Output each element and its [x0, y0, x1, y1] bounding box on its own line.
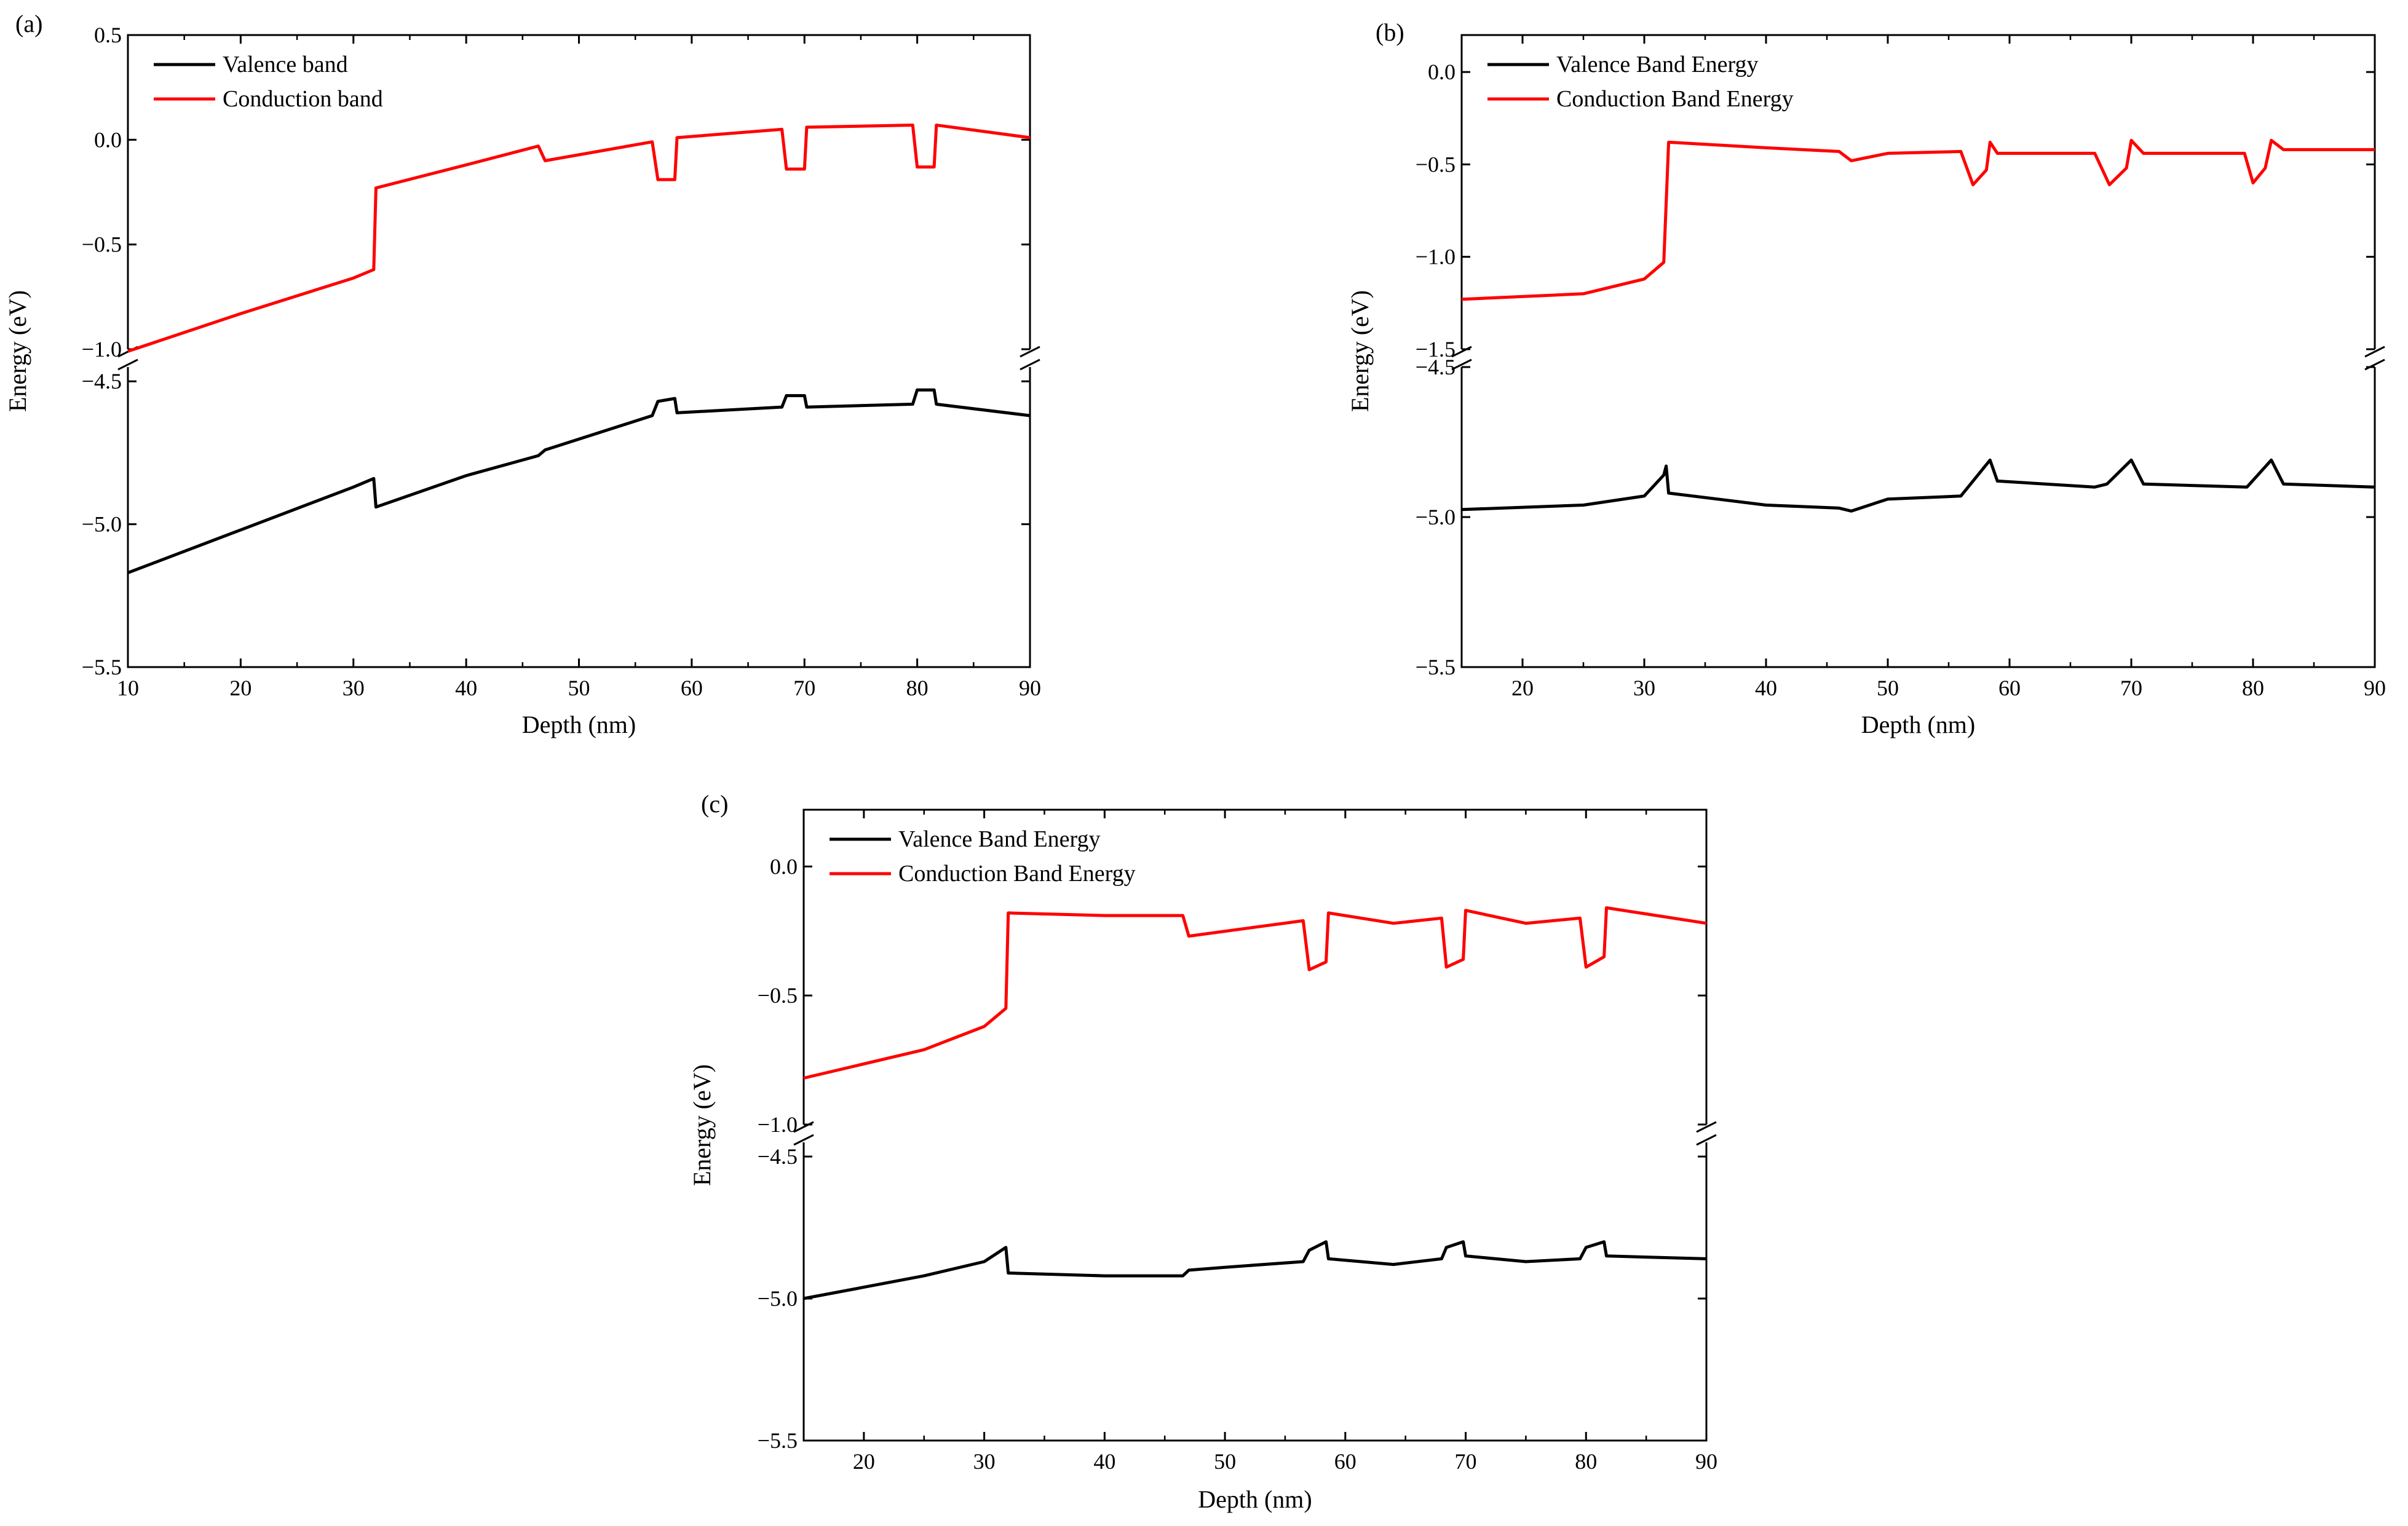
legend-label: Valence band — [223, 52, 348, 77]
x-axis-title: Depth (nm) — [1198, 1485, 1312, 1513]
axis-break-mark — [117, 358, 138, 371]
x-tick-label: 60 — [681, 676, 703, 700]
plot-frame-upper — [802, 808, 1708, 1125]
x-tick-label: 70 — [1455, 1449, 1477, 1474]
y-upper-tick-label: 0.0 — [94, 127, 122, 152]
axis-break-mark — [1020, 346, 1040, 358]
panel-label: (a) — [15, 10, 42, 38]
y-lower-tick-label: −4.5 — [82, 369, 122, 393]
legend-label: Conduction Band Energy — [898, 861, 1136, 887]
y-lower-tick-label: −5.5 — [1416, 655, 1455, 679]
x-tick-label: 70 — [2120, 676, 2142, 700]
legend-label: Valence Band Energy — [898, 826, 1101, 852]
plot-frame-lower — [802, 1142, 1708, 1442]
legend-label: Valence Band Energy — [1556, 52, 1759, 77]
series-line-valence — [127, 388, 1031, 574]
x-tick-label: 60 — [1334, 1449, 1356, 1474]
y-upper-tick-label: 0.0 — [1428, 60, 1455, 84]
y-lower-tick-label: −5.5 — [82, 655, 122, 679]
axis-break-mark — [2364, 346, 2385, 358]
series-line-conduction — [803, 906, 1707, 1080]
y-lower-tick-label: −5.0 — [82, 512, 122, 537]
x-tick-label: 30 — [343, 676, 365, 700]
y-upper-tick-label: −1.0 — [1416, 245, 1455, 269]
x-tick-label: 70 — [793, 676, 815, 700]
series-line-conduction — [127, 124, 1031, 353]
y-upper-tick-label: 0.5 — [94, 23, 122, 47]
x-tick-label: 30 — [1633, 676, 1655, 700]
x-tick-label: 40 — [455, 676, 477, 700]
series-line-valence — [1461, 458, 2375, 513]
y-upper-tick-label: −1.0 — [758, 1112, 798, 1137]
x-tick-label: 90 — [1695, 1449, 1717, 1474]
y-axis-title: Energy (eV) — [688, 1064, 716, 1186]
y-axis-title: Energy (eV) — [1346, 290, 1374, 412]
x-tick-label: 80 — [1575, 1449, 1597, 1474]
y-upper-tick-label: −1.5 — [1416, 337, 1455, 362]
x-tick-label: 50 — [1214, 1449, 1236, 1474]
x-tick-label: 90 — [1019, 676, 1041, 700]
y-upper-tick-label: −0.5 — [82, 232, 122, 257]
x-tick-label: 40 — [1093, 1449, 1115, 1474]
series-line-conduction — [1461, 138, 2375, 301]
y-lower-tick-label: −4.5 — [758, 1144, 798, 1169]
y-lower-tick-label: −5.0 — [1416, 505, 1455, 529]
axis-break-mark — [1696, 1134, 1717, 1146]
x-tick-label: 20 — [1511, 676, 1534, 700]
x-tick-label: 50 — [568, 676, 590, 700]
chart-panel-c: (c) Depth (nm) Energy (eV) 20 30 40 50 60 70 8… — [688, 790, 1717, 1513]
y-upper-tick-label: −0.5 — [1416, 152, 1455, 176]
legend-label: Conduction band — [223, 86, 383, 112]
axis-break-mark — [1451, 358, 1472, 371]
y-upper-tick-label: −1.0 — [82, 337, 122, 362]
panel-label: (b) — [1376, 18, 1404, 46]
axis-break-mark — [1020, 358, 1040, 371]
series-line-valence — [803, 1240, 1707, 1300]
x-axis-title: Depth (nm) — [522, 711, 636, 738]
x-tick-label: 40 — [1755, 676, 1777, 700]
y-lower-tick-label: −5.0 — [758, 1286, 798, 1311]
x-tick-label: 20 — [229, 676, 251, 700]
x-tick-label: 30 — [973, 1449, 996, 1474]
x-tick-label: 90 — [2364, 676, 2386, 700]
legend-label: Conduction Band Energy — [1556, 86, 1794, 112]
plot-frame-upper — [1460, 34, 2376, 349]
x-tick-label: 50 — [1877, 676, 1899, 700]
x-axis-title: Depth (nm) — [1861, 711, 1976, 738]
axis-break-mark — [1696, 1121, 1717, 1133]
chart-panel-a: (a) Depth (nm) Energy (eV) 10 20 30 40 50 60 7… — [4, 10, 1041, 738]
x-tick-label: 20 — [853, 1449, 875, 1474]
y-lower-tick-label: −5.5 — [758, 1428, 798, 1453]
y-upper-tick-label: −0.5 — [758, 983, 798, 1008]
chart-panel-b: (b) Depth (nm) Energy (eV) 20 30 40 50 60 70 8… — [1346, 18, 2386, 738]
y-axis-title: Energy (eV) — [4, 290, 31, 412]
x-tick-label: 10 — [117, 676, 139, 700]
x-tick-label: 60 — [1998, 676, 2021, 700]
y-lower-tick-label: −4.5 — [1416, 355, 1455, 379]
panel-label: (c) — [701, 790, 728, 818]
axis-break-mark — [793, 1134, 814, 1146]
x-tick-label: 80 — [2242, 676, 2264, 700]
y-upper-tick-label: 0.0 — [770, 854, 798, 879]
x-tick-label: 80 — [906, 676, 929, 700]
